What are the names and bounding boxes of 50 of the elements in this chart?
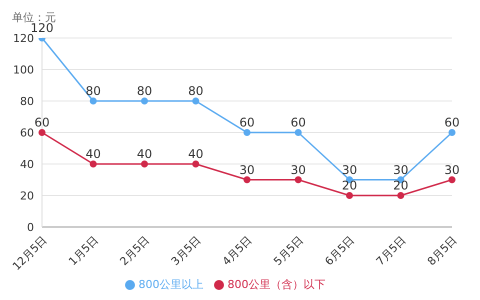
y-tick-label: 20: [20, 189, 34, 202]
data-label: 60: [290, 116, 306, 130]
data-label: 20: [393, 178, 408, 192]
x-tick-label: 6月5日: [322, 233, 358, 268]
point: [294, 129, 302, 136]
point: [192, 98, 200, 104]
data-label: 20: [342, 178, 358, 192]
x-tick-label: 4月5日: [220, 233, 255, 268]
point: [346, 192, 353, 199]
text: 单位：元: [12, 10, 56, 24]
data-label: 30: [342, 162, 358, 177]
point: [141, 98, 148, 104]
point: [38, 129, 46, 136]
data-label: 80: [188, 84, 204, 98]
data-label: 40: [136, 147, 152, 161]
y-tick-label: 0: [27, 220, 34, 234]
x-tick-label: 7月5日: [374, 233, 408, 268]
y-tick-label: 40: [20, 158, 34, 171]
point: [244, 176, 250, 184]
legend-label: 800公里（含）以下: [228, 278, 326, 291]
x-tick-label: 5月5日: [271, 233, 306, 268]
data-label: 40: [86, 147, 101, 161]
data-label: 30: [393, 162, 408, 177]
point: [192, 160, 200, 168]
point: [90, 98, 97, 104]
data-label: 30: [444, 162, 460, 177]
x-tick-label: 12月5日: [10, 233, 50, 274]
data-label: 30: [290, 162, 306, 177]
data-label: 80: [136, 84, 152, 98]
point: [448, 176, 456, 184]
data-label: 40: [188, 147, 204, 161]
x-tick-label: 3月5日: [168, 233, 204, 268]
point: [448, 129, 456, 136]
point: [294, 176, 302, 184]
y-tick-label: 80: [20, 94, 34, 108]
legend-label: 800公里以上: [138, 278, 204, 291]
x-tick-label: 2月5日: [117, 233, 152, 268]
data-label: 60: [239, 116, 255, 130]
x-tick-label: 8月5日: [424, 233, 460, 268]
point: [90, 160, 97, 168]
point: [244, 129, 250, 136]
data-label: 30: [239, 162, 255, 177]
x-tick-label: 1月5日: [66, 233, 101, 268]
y-tick-label: 60: [20, 126, 34, 140]
data-label: 60: [34, 116, 50, 130]
point: [397, 192, 404, 199]
y-tick-label: 100: [13, 63, 34, 76]
data-label: 60: [444, 116, 460, 130]
point: [141, 160, 148, 168]
data-label: 80: [86, 84, 101, 98]
